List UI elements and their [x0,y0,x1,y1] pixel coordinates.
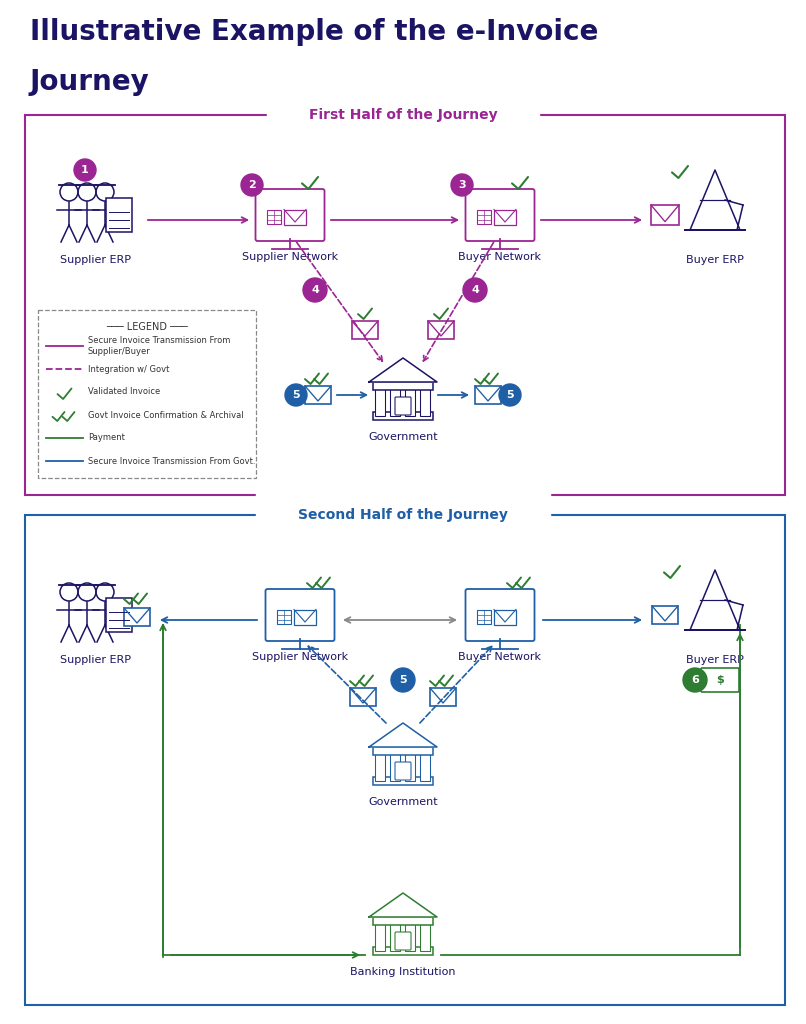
Circle shape [499,384,521,406]
Polygon shape [369,358,437,382]
Text: Govt Invoice Confirmation & Archival: Govt Invoice Confirmation & Archival [88,411,243,420]
FancyBboxPatch shape [38,310,256,478]
FancyBboxPatch shape [25,115,785,495]
Text: Secure Invoice Transmission From Govt.: Secure Invoice Transmission From Govt. [88,457,256,466]
Text: $: $ [716,675,724,685]
FancyBboxPatch shape [373,918,433,925]
Text: Buyer Network: Buyer Network [459,252,542,262]
Text: Secure Invoice Transmission From
Supplier/Buyer: Secure Invoice Transmission From Supplie… [88,336,231,355]
Text: Journey: Journey [30,68,150,96]
FancyBboxPatch shape [390,753,400,781]
FancyBboxPatch shape [477,210,491,224]
Circle shape [303,278,327,302]
Text: Supplier ERP: Supplier ERP [60,655,131,665]
Text: Supplier ERP: Supplier ERP [60,255,131,265]
Circle shape [74,159,96,181]
Text: Government: Government [368,797,438,807]
Polygon shape [369,893,437,918]
Circle shape [391,668,415,692]
Circle shape [285,384,307,406]
Text: Banking Institution: Banking Institution [351,967,455,977]
FancyBboxPatch shape [284,210,306,224]
FancyBboxPatch shape [494,210,516,224]
FancyBboxPatch shape [267,210,281,224]
Text: Supplier Network: Supplier Network [252,652,348,662]
FancyBboxPatch shape [395,397,411,415]
FancyBboxPatch shape [373,412,433,420]
Text: 2: 2 [248,180,256,190]
FancyBboxPatch shape [428,321,454,339]
FancyBboxPatch shape [352,321,378,339]
Text: 1: 1 [81,165,89,175]
FancyBboxPatch shape [466,189,534,241]
Text: Payment: Payment [88,433,125,442]
FancyBboxPatch shape [375,923,385,951]
Text: Second Half of the Journey: Second Half of the Journey [298,508,508,522]
FancyBboxPatch shape [494,609,516,625]
FancyBboxPatch shape [106,198,132,232]
Circle shape [451,174,473,196]
Text: Government: Government [368,432,438,442]
FancyBboxPatch shape [405,753,415,781]
FancyBboxPatch shape [420,388,430,416]
FancyBboxPatch shape [390,923,400,951]
FancyBboxPatch shape [124,608,150,626]
FancyBboxPatch shape [477,610,491,624]
FancyBboxPatch shape [350,688,376,706]
Text: First Half of the Journey: First Half of the Journey [309,108,497,122]
Text: Buyer Network: Buyer Network [459,652,542,662]
FancyBboxPatch shape [652,606,678,624]
Text: Buyer ERP: Buyer ERP [686,655,744,665]
Circle shape [683,668,707,692]
FancyBboxPatch shape [256,189,325,241]
FancyBboxPatch shape [265,589,334,641]
FancyBboxPatch shape [420,753,430,781]
Text: 3: 3 [458,180,466,190]
FancyBboxPatch shape [106,598,132,632]
Text: Integration w/ Govt: Integration w/ Govt [88,365,169,374]
FancyBboxPatch shape [373,746,433,755]
Text: 5: 5 [399,675,407,685]
FancyBboxPatch shape [405,388,415,416]
FancyBboxPatch shape [701,668,739,692]
Text: 5: 5 [293,390,300,400]
Text: 4: 4 [471,285,479,295]
Text: 4: 4 [311,285,319,295]
FancyBboxPatch shape [390,388,400,416]
FancyBboxPatch shape [466,589,534,641]
FancyBboxPatch shape [373,777,433,785]
FancyBboxPatch shape [294,609,316,625]
FancyBboxPatch shape [395,932,411,950]
FancyBboxPatch shape [305,386,331,404]
FancyBboxPatch shape [373,382,433,390]
FancyBboxPatch shape [373,947,433,955]
FancyBboxPatch shape [405,923,415,951]
FancyBboxPatch shape [420,923,430,951]
FancyBboxPatch shape [430,688,456,706]
FancyBboxPatch shape [25,515,785,1005]
Text: 6: 6 [691,675,699,685]
FancyBboxPatch shape [277,610,291,624]
FancyBboxPatch shape [395,762,411,780]
FancyBboxPatch shape [651,205,679,225]
Polygon shape [369,723,437,746]
FancyBboxPatch shape [475,386,501,404]
Text: Illustrative Example of the e-Invoice: Illustrative Example of the e-Invoice [30,18,598,46]
Circle shape [463,278,487,302]
FancyBboxPatch shape [375,388,385,416]
Text: Supplier Network: Supplier Network [242,252,338,262]
Circle shape [241,174,263,196]
Text: Buyer ERP: Buyer ERP [686,255,744,265]
Text: ─── LEGEND ───: ─── LEGEND ─── [106,322,188,332]
Text: 5: 5 [506,390,513,400]
Text: Validated Invoice: Validated Invoice [88,387,160,396]
FancyBboxPatch shape [375,753,385,781]
